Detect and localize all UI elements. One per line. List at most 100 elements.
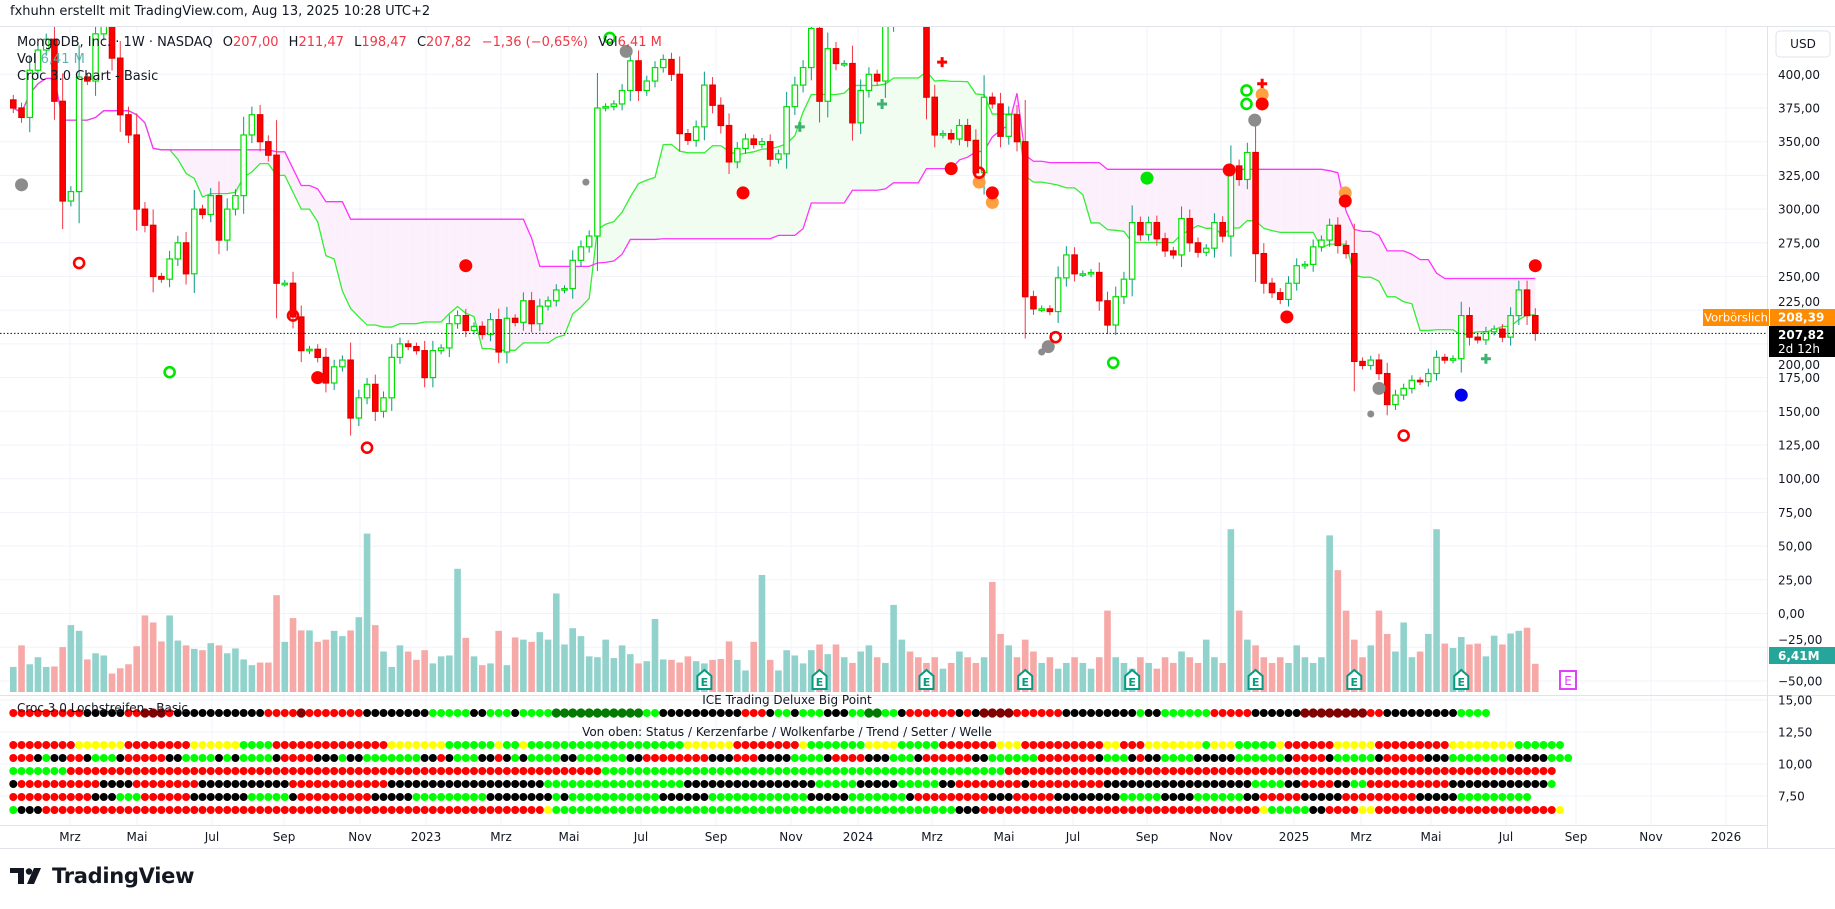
- volume-bar: [1482, 656, 1490, 692]
- status-dot: [889, 754, 898, 762]
- volume-bar: [939, 668, 947, 692]
- volume-bar: [1120, 662, 1128, 692]
- earnings-marker[interactable]: E: [1453, 668, 1470, 690]
- time-axis[interactable]: Mrz Mai Jul Sep Nov 2023 Mrz Mai Jul Sep Nov 2024 Mr…: [59, 830, 1741, 844]
- status-dot: [1358, 767, 1367, 775]
- status-dot: [585, 741, 594, 749]
- status-dot: [1226, 793, 1235, 801]
- status-dot: [873, 793, 882, 801]
- status-dot: [1144, 806, 1153, 814]
- earnings-marker[interactable]: E: [1346, 668, 1363, 690]
- status-dot: [140, 741, 149, 749]
- volume-bar: [495, 630, 502, 692]
- status-dot: [124, 709, 133, 717]
- status-dot: [807, 780, 816, 788]
- signal-dot-icon: [1255, 97, 1269, 111]
- volume-bar: [766, 659, 774, 692]
- status-dot: [1103, 780, 1112, 788]
- candle-body: [256, 114, 264, 143]
- candle-body: [396, 343, 404, 358]
- earnings-marker[interactable]: E: [811, 668, 828, 690]
- status-dot: [470, 709, 479, 717]
- earnings-marker[interactable]: E: [1247, 668, 1264, 690]
- status-dot: [1416, 806, 1425, 814]
- status-dot: [1539, 780, 1548, 788]
- symbol-info[interactable]: MongoDB, Inc. · 1W · NASDAQ: [17, 35, 213, 50]
- earnings-marker[interactable]: E: [696, 668, 713, 690]
- status-dot: [387, 741, 396, 749]
- status-dot: [807, 709, 816, 717]
- status-dot: [330, 780, 339, 788]
- candle-body: [1071, 254, 1078, 275]
- status-dot: [807, 806, 816, 814]
- status-dot: [601, 741, 610, 749]
- cloud-segment: [383, 219, 392, 328]
- status-dot: [1300, 806, 1309, 814]
- status-dot: [494, 709, 503, 717]
- lochstreifen-title[interactable]: Croc 3.0 Lochstreifen - Basic: [17, 701, 188, 715]
- croc-chart-legend[interactable]: Croc 3.0 Chart - Basic: [17, 69, 158, 84]
- earnings-marker[interactable]: E: [1017, 668, 1034, 690]
- cloud-segment: [202, 149, 211, 197]
- cloud-segment: [474, 219, 483, 349]
- status-dot: [955, 741, 964, 749]
- status-dot: [239, 709, 248, 717]
- status-dot: [1045, 806, 1054, 814]
- legend-line: MongoDB, Inc. · 1W · NASDAQ O207,00 H211…: [17, 35, 662, 50]
- status-dot: [412, 741, 421, 749]
- status-dot: [568, 806, 577, 814]
- tradingview-logo[interactable]: TradingView: [10, 864, 194, 888]
- currency-button[interactable]: USD: [1775, 30, 1831, 58]
- status-dot: [1226, 754, 1235, 762]
- volume-bar: [725, 641, 733, 692]
- future-earnings-marker[interactable]: E: [1559, 670, 1577, 690]
- cloud-segment: [630, 183, 639, 240]
- status-dot: [182, 754, 191, 762]
- volume-bar: [561, 644, 568, 692]
- cloud-segment: [1313, 169, 1322, 248]
- time-axis-label: Mai: [558, 830, 579, 844]
- status-dot: [1292, 780, 1301, 788]
- cloud-segment: [1115, 169, 1124, 232]
- earnings-marker[interactable]: E: [918, 668, 935, 690]
- status-dot: [412, 793, 421, 801]
- status-dot: [1465, 741, 1474, 749]
- status-dot: [412, 780, 421, 788]
- status-dot: [667, 754, 676, 762]
- status-dot: [947, 793, 956, 801]
- status-dot: [864, 708, 874, 718]
- status-dot: [922, 780, 931, 788]
- volume-bar: [125, 664, 132, 692]
- earnings-marker[interactable]: E: [1124, 668, 1141, 690]
- status-dot: [223, 767, 232, 775]
- status-dot: [1432, 741, 1441, 749]
- status-dot: [1045, 709, 1054, 717]
- volume-bar: [84, 659, 91, 692]
- volume-bar: [980, 657, 988, 692]
- cloud-segment: [687, 152, 697, 239]
- status-dot: [1473, 793, 1482, 801]
- status-dot: [42, 767, 51, 775]
- status-dot: [1564, 754, 1573, 762]
- cloud-segment: [506, 219, 516, 351]
- candle-body: [1170, 250, 1177, 256]
- status-dot: [1004, 741, 1013, 749]
- status-dot: [338, 780, 347, 788]
- candle-body: [528, 300, 535, 325]
- status-dot: [1177, 780, 1186, 788]
- status-dot: [1021, 793, 1030, 801]
- status-dot: [247, 767, 256, 775]
- status-dot: [1045, 741, 1054, 749]
- status-dot: [799, 709, 808, 717]
- cloud-segment: [827, 94, 836, 204]
- status-dot: [601, 767, 610, 775]
- time-axis-label: Jul: [204, 830, 219, 844]
- volume-indicator-legend[interactable]: Vol 6,41 M: [17, 52, 85, 67]
- volume-bar: [215, 645, 223, 692]
- status-dot: [116, 780, 125, 788]
- candle-body: [174, 242, 182, 260]
- price-axis[interactable]: 400,00375,00350,00325,00300,00275,00250,…: [1778, 68, 1822, 689]
